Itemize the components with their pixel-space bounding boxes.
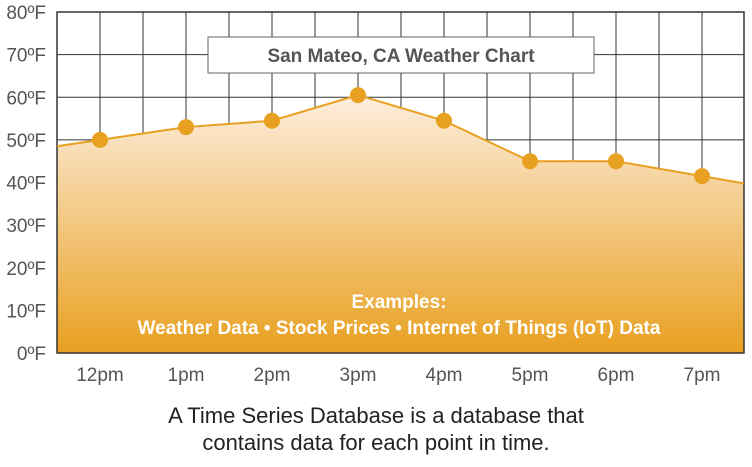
- data-point-2pm: [264, 112, 280, 129]
- y-axis-ticks: 0ºF 10ºF 20ºF 30ºF 40ºF 50ºF 60ºF 70ºF 80ºF: [6, 3, 46, 365]
- y-tick-label: 80ºF: [6, 3, 46, 24]
- x-tick-label: 3pm: [340, 365, 377, 386]
- y-tick-label: 20ºF: [6, 259, 46, 280]
- data-point-5pm: [522, 153, 538, 170]
- data-point-4pm: [436, 112, 452, 129]
- annotation-line-1: Examples:: [351, 292, 446, 313]
- caption-line-2: contains data for each point in time.: [202, 430, 550, 455]
- x-tick-label: 5pm: [512, 365, 549, 386]
- caption-line-1: A Time Series Database is a database tha…: [168, 403, 584, 428]
- x-tick-label: 7pm: [684, 365, 721, 386]
- area-fill: [57, 95, 744, 353]
- series-line: [56, 94, 745, 185]
- x-tick-label: 4pm: [426, 365, 463, 386]
- x-tick-label: 12pm: [76, 365, 124, 386]
- data-point-3pm: [350, 87, 366, 104]
- y-tick-label: 70ºF: [6, 46, 46, 67]
- x-tick-label: 2pm: [254, 365, 291, 386]
- x-tick-label: 1pm: [168, 365, 205, 386]
- data-point-6pm: [608, 153, 624, 170]
- data-point-7pm: [694, 168, 710, 185]
- y-tick-label: 50ºF: [6, 131, 46, 152]
- y-tick-label: 60ºF: [6, 88, 46, 109]
- y-tick-label: 0ºF: [17, 344, 46, 365]
- annotation-line-2: Weather Data • Stock Prices • Internet o…: [138, 318, 661, 339]
- x-tick-label: 6pm: [598, 365, 635, 386]
- data-points: [92, 87, 710, 185]
- data-point-12pm: [92, 131, 108, 148]
- y-tick-label: 30ºF: [6, 216, 46, 237]
- y-tick-label: 40ºF: [6, 174, 46, 195]
- chart-title: San Mateo, CA Weather Chart: [267, 46, 535, 67]
- data-point-1pm: [178, 119, 194, 136]
- x-axis-ticks: 12pm 1pm 2pm 3pm 4pm 5pm 6pm 7pm: [76, 365, 720, 386]
- chart-title-box: San Mateo, CA Weather Chart: [207, 36, 595, 74]
- y-tick-label: 10ºF: [6, 301, 46, 322]
